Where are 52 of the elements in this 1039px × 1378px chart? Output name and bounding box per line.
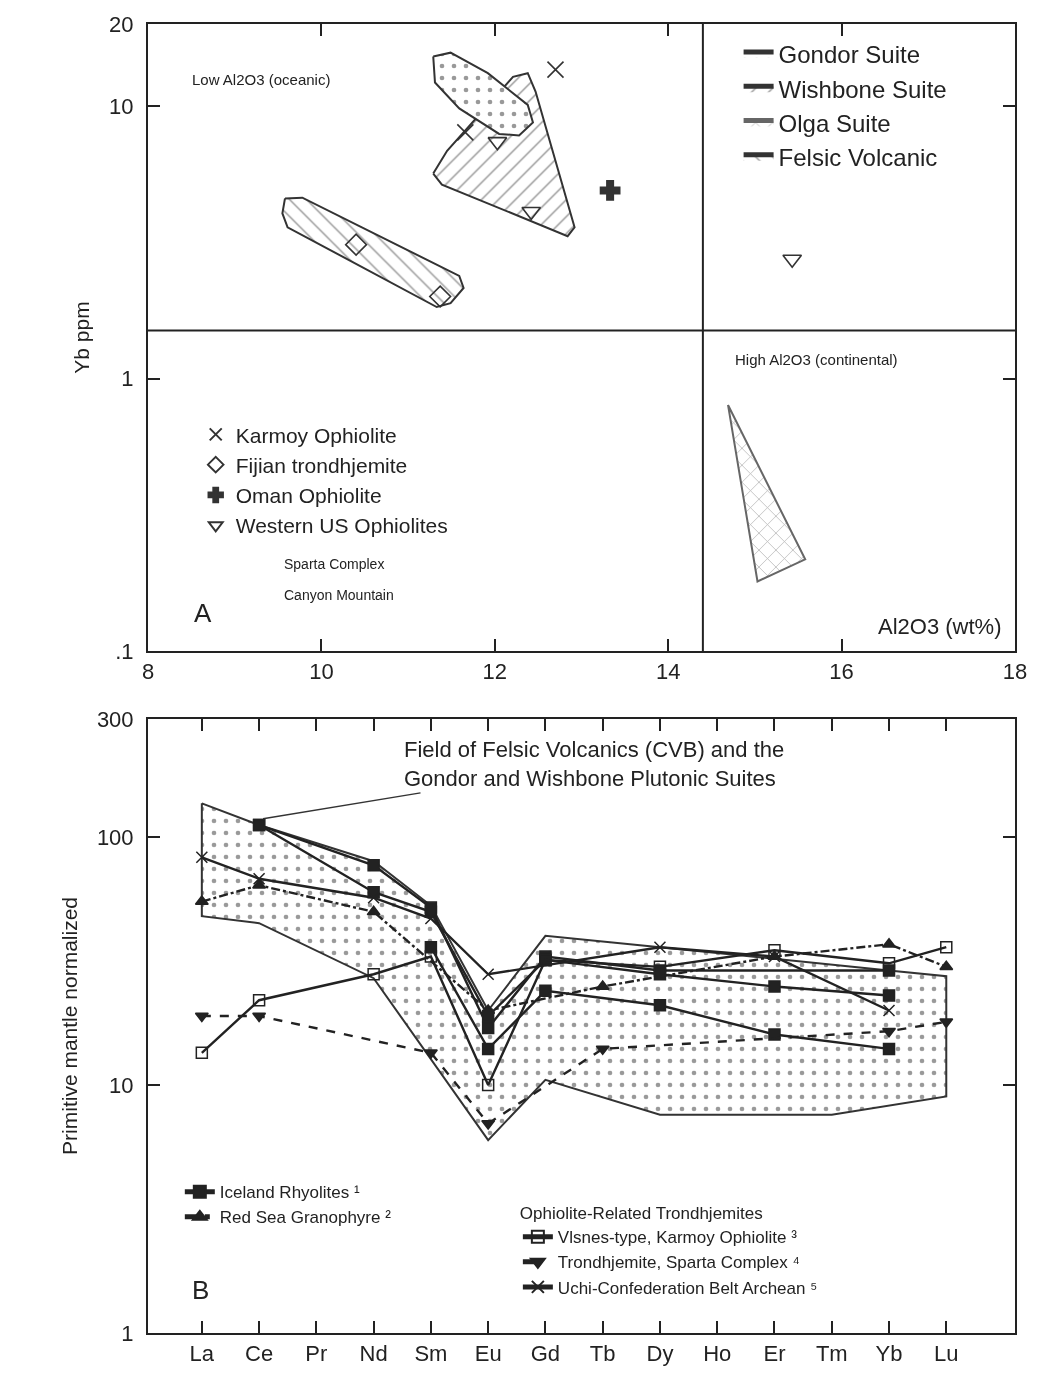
x-tick-label: Tb [589, 1341, 616, 1367]
legend-label: Gondor Suite [778, 41, 921, 69]
y-tick-label: .1 [115, 638, 134, 664]
legend-label: Uchi-Confederation Belt Archean ⁵ [557, 1278, 818, 1298]
x-tick-label: 10 [309, 659, 334, 685]
x-tick-label: Er [763, 1341, 786, 1367]
annotation: Sparta Complex [284, 556, 385, 572]
legend-label: Iceland Rhyolites ¹ [219, 1183, 360, 1203]
x-axis-title: Al2O3 (wt%) [878, 614, 1002, 639]
legend-label: Red Sea Granophyre ² [219, 1208, 392, 1228]
legend-label: Vlsnes-type, Karmoy Ophiolite ³ [557, 1228, 798, 1248]
legend-label: Western US Ophiolites [235, 514, 448, 538]
legend-label: Olga Suite [778, 109, 891, 137]
x-tick-label: 14 [655, 659, 681, 685]
legend-label: Wishbone Suite [778, 75, 947, 103]
annotation: Canyon Mountain [284, 587, 394, 603]
y-tick-label: 300 [96, 706, 134, 732]
x-tick-label: 12 [482, 659, 508, 685]
x-tick-label: Pr [305, 1341, 328, 1367]
y-tick-label: 1 [121, 1320, 134, 1346]
legend-title: Ophiolite-Related Trondhjemites [519, 1204, 763, 1224]
y-axis-title: Primitive mantle normalized [57, 897, 81, 1155]
legend-label: Oman Ophiolite [235, 484, 382, 508]
y-tick-label: 100 [96, 824, 134, 850]
x-tick-label: Tm [815, 1341, 848, 1367]
x-tick-label: 16 [829, 659, 854, 685]
x-tick-label: Sm [414, 1341, 448, 1367]
x-tick-label: Eu [474, 1341, 502, 1367]
x-tick-label: Ho [703, 1341, 732, 1367]
y-axis-title: Yb ppm [69, 301, 93, 374]
x-tick-label: Dy [646, 1341, 674, 1367]
x-tick-label: Ce [245, 1341, 274, 1367]
x-tick-label: Gd [530, 1341, 561, 1367]
legend-label: Trondhjemite, Sparta Complex ⁴ [557, 1253, 800, 1273]
annotation: A [194, 598, 212, 628]
y-tick-label: 1 [121, 366, 134, 392]
y-tick-label: 20 [109, 11, 134, 37]
y-tick-label: 10 [109, 1072, 134, 1098]
x-tick-label: Lu [934, 1341, 959, 1367]
annotation: B [192, 1275, 210, 1305]
x-tick-label: 18 [1002, 659, 1028, 685]
legend-label: Karmoy Ophiolite [235, 423, 397, 447]
x-tick-label: Yb [875, 1341, 903, 1367]
x-tick-label: Nd [359, 1341, 388, 1367]
y-tick-label: 10 [109, 93, 134, 119]
x-tick-label: La [189, 1341, 215, 1367]
annotation: Low Al2O3 (oceanic) [192, 71, 331, 88]
annotation: High Al2O3 (continental) [735, 351, 898, 368]
x-tick-label: 8 [141, 659, 155, 685]
legend-label: Fijian trondhjemite [235, 453, 408, 477]
legend-label: Felsic Volcanic [778, 144, 938, 172]
annotation: Field of Felsic Volcanics (CVB) and the Gondor and Wishbone Plutonic Suites [404, 737, 785, 791]
